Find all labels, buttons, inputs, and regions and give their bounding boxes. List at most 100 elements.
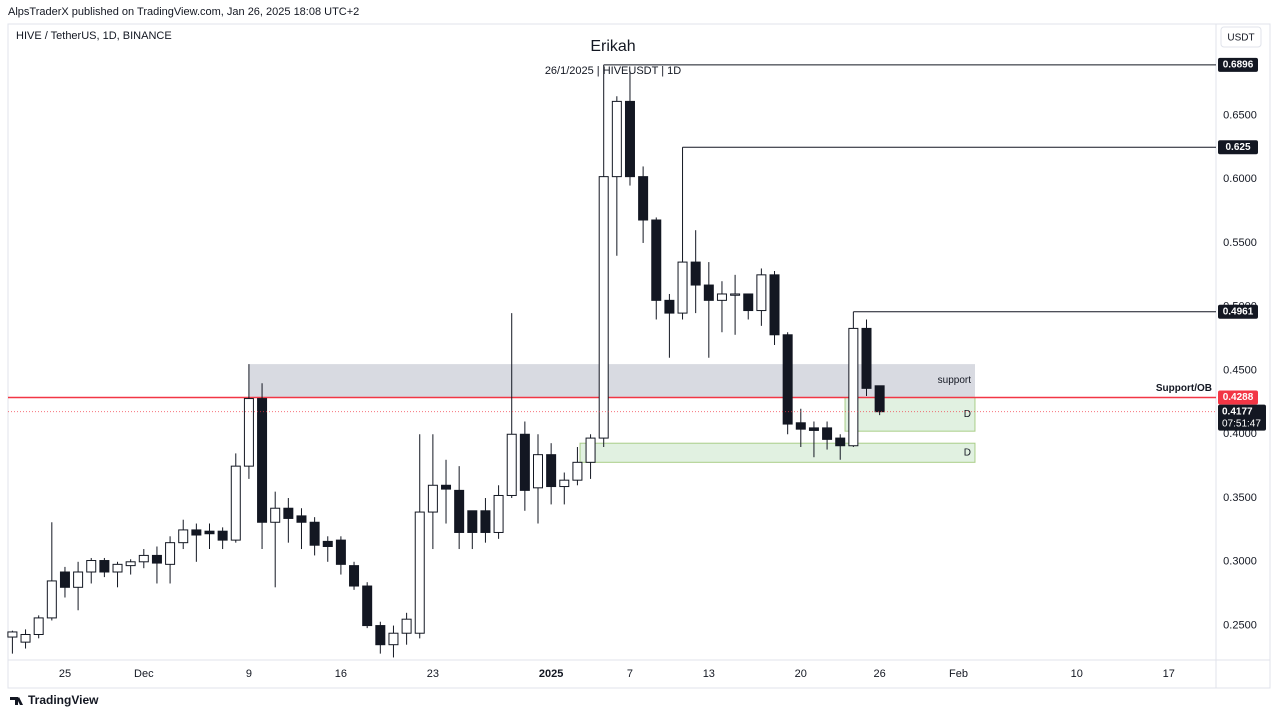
candle-body [335, 539, 346, 565]
candle-body [270, 507, 281, 523]
y-tick-label: 0.4000 [1223, 428, 1257, 440]
candle-body [848, 327, 859, 447]
x-tick-label: Feb [949, 668, 968, 680]
price-tag [1218, 304, 1258, 319]
symbol: HIVE / TetherUS, 1D, BINANCE [16, 30, 172, 42]
candle-body [756, 274, 767, 312]
candle-body [480, 510, 491, 533]
candle-body [454, 489, 465, 533]
y-tick-label: 0.6000 [1223, 173, 1257, 185]
candle-body [191, 529, 202, 536]
candle-body [835, 437, 846, 447]
candle-body [467, 510, 478, 533]
publisher: AlpsTraderX published on TradingView.com… [8, 6, 359, 18]
y-tick-label: 0.4500 [1223, 364, 1257, 376]
y-tick-label: 0.3500 [1223, 492, 1257, 504]
x-tick-label: 13 [703, 668, 715, 680]
currency-button[interactable] [1220, 26, 1262, 48]
candle-body [46, 580, 57, 619]
candle-body [769, 274, 780, 336]
x-tick-label: 17 [1163, 668, 1175, 680]
candle-body [59, 571, 70, 588]
price-tag-label: 0.6896 [1223, 60, 1254, 71]
candle-body [546, 454, 557, 488]
candle-body [506, 433, 517, 496]
candle-body [519, 433, 530, 491]
chart-subtitle: 26/1/2025 | HIVEUSDT | 1D [545, 65, 681, 77]
y-tick-label: 0.3000 [1223, 556, 1257, 568]
candle-body [257, 398, 268, 523]
candle-body [427, 484, 438, 513]
x-tick-label: 2025 [539, 668, 563, 680]
candle-body [861, 327, 872, 389]
chart-frame [7, 23, 1271, 689]
candle-body [296, 515, 307, 523]
zone-label: D [964, 447, 971, 458]
candle-body [375, 625, 386, 646]
candle-body [441, 484, 452, 490]
candle-body [362, 585, 373, 627]
candle-body [572, 461, 583, 481]
candle-body [690, 261, 701, 286]
candle-body [611, 100, 622, 178]
x-tick-label: 20 [795, 668, 807, 680]
candle-body [533, 454, 543, 489]
candle-body [638, 176, 649, 221]
price-tag-label: 0.4177 [1222, 406, 1253, 417]
candle-body [165, 542, 176, 565]
support-label: Support/OB [1156, 383, 1212, 394]
y-tick-label: 0.2500 [1223, 619, 1257, 631]
price-tag [1218, 390, 1258, 405]
candle-body [874, 385, 885, 413]
chart-title: Erikah [590, 38, 635, 55]
candle-body [651, 219, 662, 301]
candle-body [743, 293, 754, 312]
countdown: 07:51:47 [1222, 418, 1261, 429]
candle-body [73, 571, 84, 588]
candle-body [703, 284, 714, 301]
candle-body [33, 617, 44, 635]
candle-body [138, 554, 149, 563]
x-tick-label: 16 [335, 668, 347, 680]
candle-body [559, 479, 570, 488]
candle-body [243, 398, 254, 467]
candle-body [624, 100, 635, 178]
x-tick-label: 7 [627, 668, 633, 680]
price-tag-label: 0.4288 [1223, 392, 1254, 403]
candle-body [7, 631, 18, 638]
zone-label: support [938, 375, 972, 386]
zone [844, 397, 976, 432]
candle-body [716, 293, 727, 301]
brand: TradingView [28, 693, 99, 707]
price-tag-label: 0.4961 [1223, 306, 1254, 317]
candle-body [230, 465, 241, 541]
price-tag [1218, 404, 1266, 431]
candle-body [112, 563, 123, 573]
y-tick-label: 0.5500 [1223, 237, 1257, 249]
x-tick-label: 9 [246, 668, 252, 680]
candle-body [730, 293, 741, 296]
candle-body [677, 261, 688, 314]
x-tick-label: 10 [1071, 668, 1083, 680]
candle-body [309, 521, 320, 546]
price-tag [1218, 140, 1258, 155]
candle-body [125, 561, 136, 567]
candle-body [664, 299, 675, 314]
y-tick-label: 0.6500 [1223, 109, 1257, 121]
candle-body [20, 633, 31, 643]
price-tag [1218, 57, 1258, 72]
candle-body [151, 554, 162, 564]
candle-body [322, 540, 333, 547]
candle-body [493, 494, 504, 533]
currency[interactable]: USDT [1227, 33, 1254, 44]
candle-body [598, 176, 609, 439]
candle-body [414, 511, 425, 634]
candle-body [204, 530, 215, 535]
x-tick-label: Dec [134, 668, 154, 680]
x-tick-label: 25 [59, 668, 71, 680]
candle-body [808, 427, 819, 431]
candle-body [401, 618, 412, 634]
candle-body [585, 437, 596, 463]
